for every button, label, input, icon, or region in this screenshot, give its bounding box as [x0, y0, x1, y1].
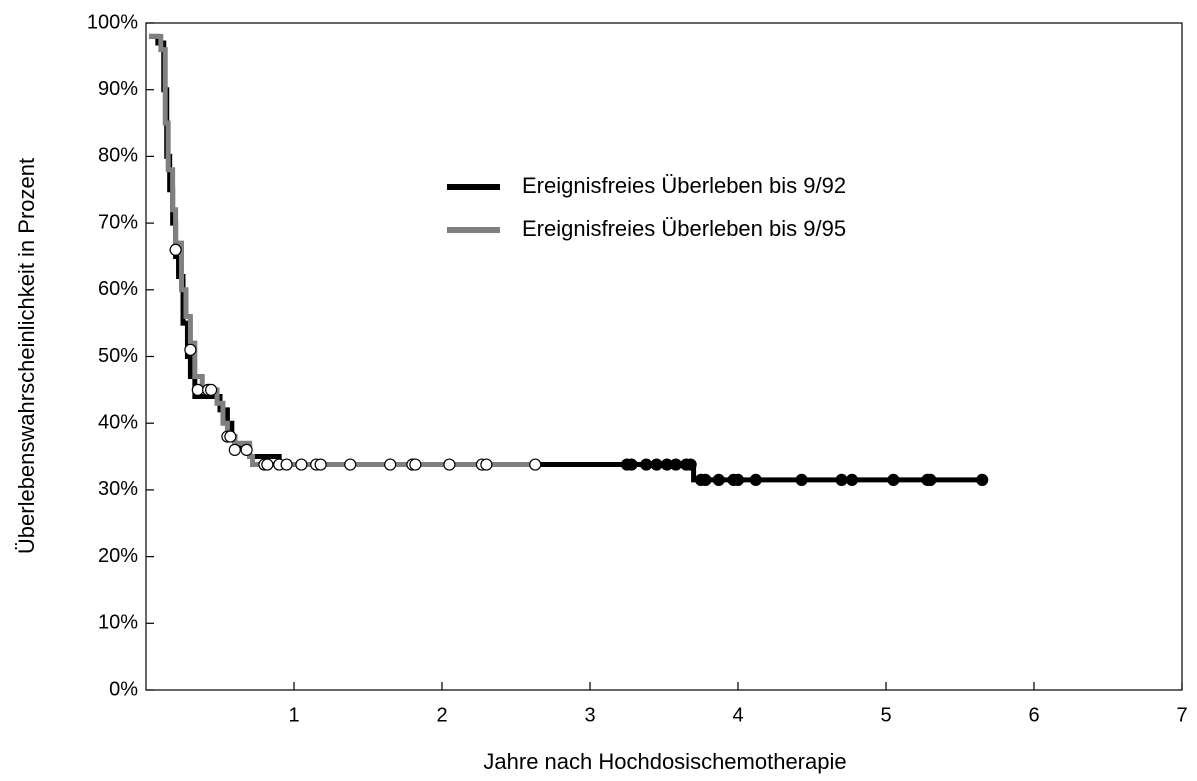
- censor-marker: [205, 383, 218, 396]
- censor-marker: [409, 458, 422, 471]
- censor-marker: [529, 458, 542, 471]
- censor-marker: [625, 458, 638, 471]
- x-axis-label: Jahre nach Hochdosischemotherapie: [483, 749, 846, 774]
- censor-marker: [845, 473, 859, 486]
- y-tick-label: 30%: [98, 478, 138, 500]
- censor-marker: [384, 458, 397, 471]
- censor-marker: [684, 458, 697, 471]
- censor-marker: [976, 473, 989, 486]
- censor-marker: [443, 458, 456, 471]
- x-tick-label: 1: [288, 704, 299, 726]
- survival-line: [148, 33, 536, 468]
- y-tick-label: 60%: [98, 278, 138, 300]
- censor-marker: [731, 473, 745, 486]
- y-tick-label: 100%: [87, 11, 138, 33]
- censor-marker: [924, 473, 937, 486]
- y-tick-label: 80%: [98, 145, 138, 167]
- legend-label: Ereignisfreies Überleben bis 9/95: [522, 216, 846, 241]
- censor-marker: [795, 473, 808, 486]
- y-axis-label: Überlebenswahrscheinlichkeit in Prozent: [14, 158, 39, 554]
- censor-marker: [480, 458, 493, 471]
- censor-marker: [280, 458, 293, 471]
- legend-label: Ereignisfreies Überleben bis 9/92: [522, 173, 846, 198]
- censor-marker: [712, 473, 725, 486]
- censor-marker: [191, 383, 204, 396]
- x-tick-label: 5: [880, 704, 891, 726]
- x-tick-label: 2: [436, 704, 447, 726]
- censor-marker: [650, 458, 663, 471]
- y-tick-label: 70%: [98, 211, 138, 233]
- censor-marker: [835, 473, 848, 486]
- censor-marker: [240, 443, 253, 456]
- x-tick-label: 4: [732, 704, 743, 726]
- censor-marker: [169, 243, 182, 256]
- censor-marker: [261, 458, 274, 471]
- censor-marker: [184, 343, 197, 356]
- x-tick-label: 7: [1176, 704, 1187, 726]
- y-tick-label: 50%: [98, 345, 138, 367]
- censor-marker: [699, 473, 712, 486]
- y-tick-label: 90%: [98, 78, 138, 100]
- censor-marker: [669, 458, 682, 471]
- y-tick-label: 10%: [98, 612, 138, 634]
- censor-marker: [228, 443, 241, 456]
- censor-marker: [314, 458, 327, 471]
- y-tick-label: 40%: [98, 411, 138, 433]
- x-tick-label: 3: [584, 704, 595, 726]
- y-tick-label: 20%: [98, 545, 138, 567]
- censor-marker: [640, 458, 653, 471]
- censor-marker: [224, 430, 237, 443]
- x-tick-label: 6: [1028, 704, 1039, 726]
- survival-line: [148, 33, 983, 483]
- censor-marker: [344, 458, 357, 471]
- censor-marker: [887, 473, 900, 486]
- y-tick-label: 0%: [109, 678, 138, 700]
- plot-frame: [145, 22, 1183, 691]
- censor-marker: [749, 473, 762, 486]
- censor-marker: [295, 458, 308, 471]
